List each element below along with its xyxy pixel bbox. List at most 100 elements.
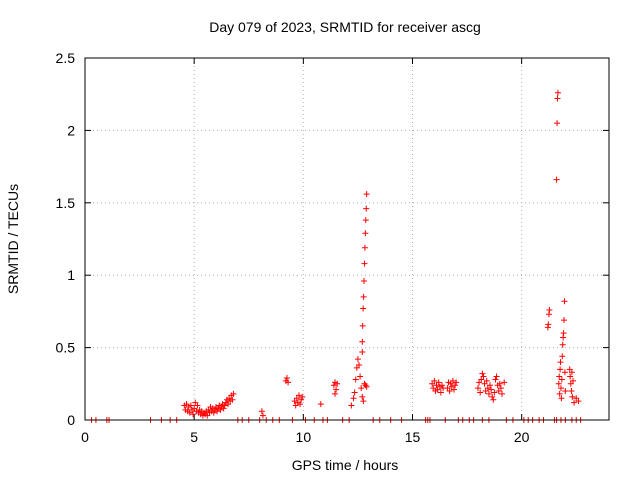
data-point [333, 386, 340, 393]
data-point [556, 390, 563, 397]
data-point [283, 375, 290, 382]
data-point [554, 120, 561, 127]
data-point [557, 385, 564, 392]
data-point [561, 369, 568, 376]
data-point [297, 401, 304, 408]
data-point [575, 398, 582, 405]
y-tick-label: 2.5 [56, 50, 76, 66]
x-tick-label: 5 [190, 429, 198, 445]
data-point [360, 305, 367, 312]
data-point [362, 230, 369, 237]
data-point [501, 379, 508, 386]
data-point [357, 373, 364, 380]
data-point [571, 399, 578, 406]
data-point [360, 293, 367, 300]
axis-ticks [84, 57, 609, 421]
data-point [356, 361, 363, 368]
data-point [359, 338, 366, 345]
data-point [359, 348, 366, 355]
data-point [475, 385, 481, 392]
data-point [555, 380, 562, 387]
data-point [361, 244, 368, 251]
tick-labels: 0 5 10 15 20 0 0.5 1 1.5 2 2.5 [56, 50, 530, 445]
data-point [453, 379, 460, 386]
data-point [350, 395, 357, 402]
data-point [483, 377, 490, 384]
data-point [435, 379, 442, 386]
data-point [431, 377, 438, 384]
data-points [88, 89, 584, 423]
x-tick-label: 0 [81, 429, 89, 445]
data-point [285, 379, 292, 386]
data-point [488, 386, 495, 393]
data-point [477, 389, 484, 396]
data-point [352, 376, 359, 383]
data-point [569, 393, 576, 400]
data-point [567, 373, 574, 380]
data-point [363, 383, 370, 390]
data-point [230, 390, 237, 397]
data-point [360, 398, 367, 405]
data-point [363, 205, 370, 212]
data-point [354, 356, 361, 363]
data-point [568, 388, 575, 395]
chart-title: Day 079 of 2023, SRMTID for receiver asc… [209, 19, 481, 35]
data-point [361, 260, 368, 267]
data-point [331, 390, 338, 397]
y-tick-label: 0.5 [56, 340, 76, 356]
data-point [359, 322, 366, 329]
data-point [569, 377, 576, 384]
y-tick-label: 1 [67, 267, 75, 283]
data-point [554, 89, 561, 96]
data-point [348, 402, 355, 409]
data-point [221, 402, 228, 409]
data-point [489, 393, 496, 400]
data-point [545, 321, 552, 328]
data-point [557, 359, 564, 366]
data-point [194, 402, 201, 409]
data-point [497, 385, 504, 392]
data-point [438, 382, 445, 389]
grid-lines [85, 58, 609, 420]
data-point [559, 353, 566, 360]
data-point [558, 395, 565, 402]
y-tick-label: 1.5 [56, 195, 76, 211]
data-point [214, 408, 221, 415]
data-point [492, 376, 499, 383]
data-point [446, 388, 453, 395]
data-point [491, 389, 498, 396]
data-point [361, 277, 368, 284]
plot-frame [84, 57, 610, 421]
data-point [362, 217, 369, 224]
data-point [358, 385, 365, 392]
data-point [187, 402, 194, 409]
data-point [480, 373, 487, 380]
data-point [562, 388, 569, 395]
data-point [452, 382, 459, 389]
data-point [546, 306, 553, 313]
data-point [330, 382, 337, 389]
data-point [557, 366, 564, 373]
x-tick-label: 10 [296, 429, 312, 445]
y-tick-label: 0 [67, 412, 75, 428]
x-tick-label: 15 [405, 429, 421, 445]
y-tick-label: 2 [67, 122, 75, 138]
data-point [450, 386, 457, 393]
data-point [556, 373, 563, 380]
data-point [298, 396, 305, 403]
data-point [561, 298, 568, 305]
data-point [363, 191, 370, 198]
data-point [449, 377, 456, 384]
y-axis-label: SRMTID / TECUs [5, 184, 21, 294]
data-point [485, 390, 492, 397]
data-point [217, 406, 224, 413]
data-point [362, 382, 369, 389]
data-point [496, 380, 503, 387]
data-point [561, 317, 568, 324]
data-point [190, 411, 197, 418]
data-point [559, 341, 566, 348]
data-point [487, 382, 494, 389]
data-point [558, 376, 565, 383]
data-point [490, 396, 497, 403]
